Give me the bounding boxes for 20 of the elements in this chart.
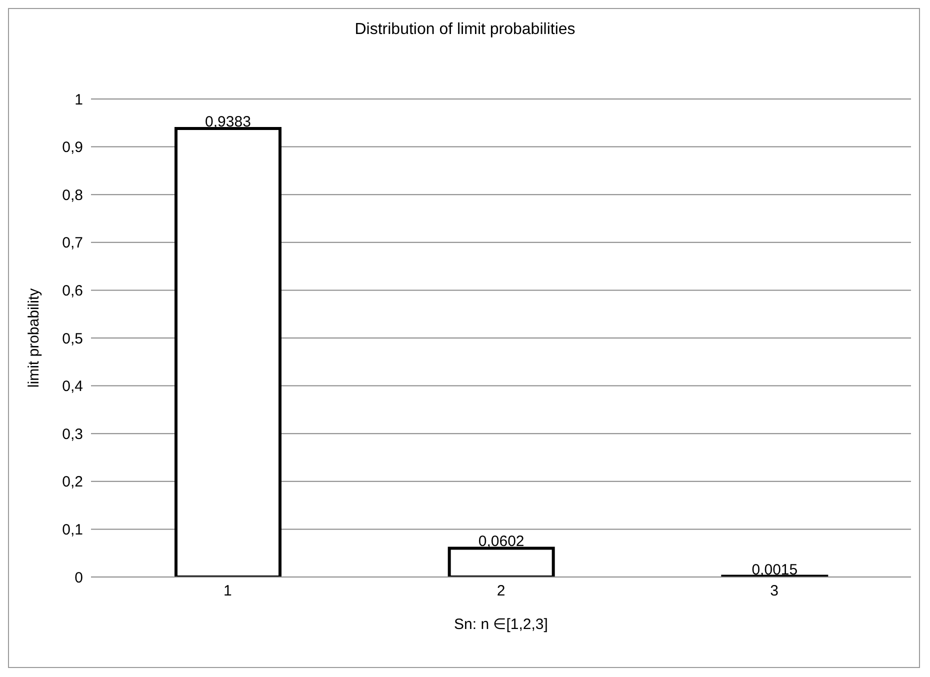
x-axis-title: Sn: n ∈[1,2,3]: [454, 616, 548, 633]
y-tick-label: 0,3: [62, 426, 83, 443]
y-tick-label: 0,8: [62, 186, 83, 204]
x-tick-label: 2: [496, 582, 506, 600]
y-axis-title: limit probability: [25, 288, 42, 388]
y-tick-label: 0,2: [62, 474, 83, 491]
x-tick-label: 1: [223, 582, 232, 600]
data-label: 0,9383: [205, 113, 251, 130]
x-tick-label: 3: [770, 582, 779, 600]
chart-title: Distribution of limit probabilities: [354, 21, 576, 39]
y-tick-label: 0,4: [62, 378, 83, 396]
y-tick-label: 0,5: [62, 330, 83, 348]
y-tick-label: 0,7: [62, 234, 83, 252]
data-label: 0,0602: [478, 533, 524, 550]
y-tick-label: 0: [74, 569, 83, 586]
y-tick-label: 0,9: [62, 139, 83, 156]
y-tick-label: 0,6: [62, 282, 83, 300]
data-label: 0,0015: [752, 561, 798, 578]
y-tick-label: 0,1: [62, 522, 83, 539]
y-tick-label: 1: [74, 91, 83, 108]
